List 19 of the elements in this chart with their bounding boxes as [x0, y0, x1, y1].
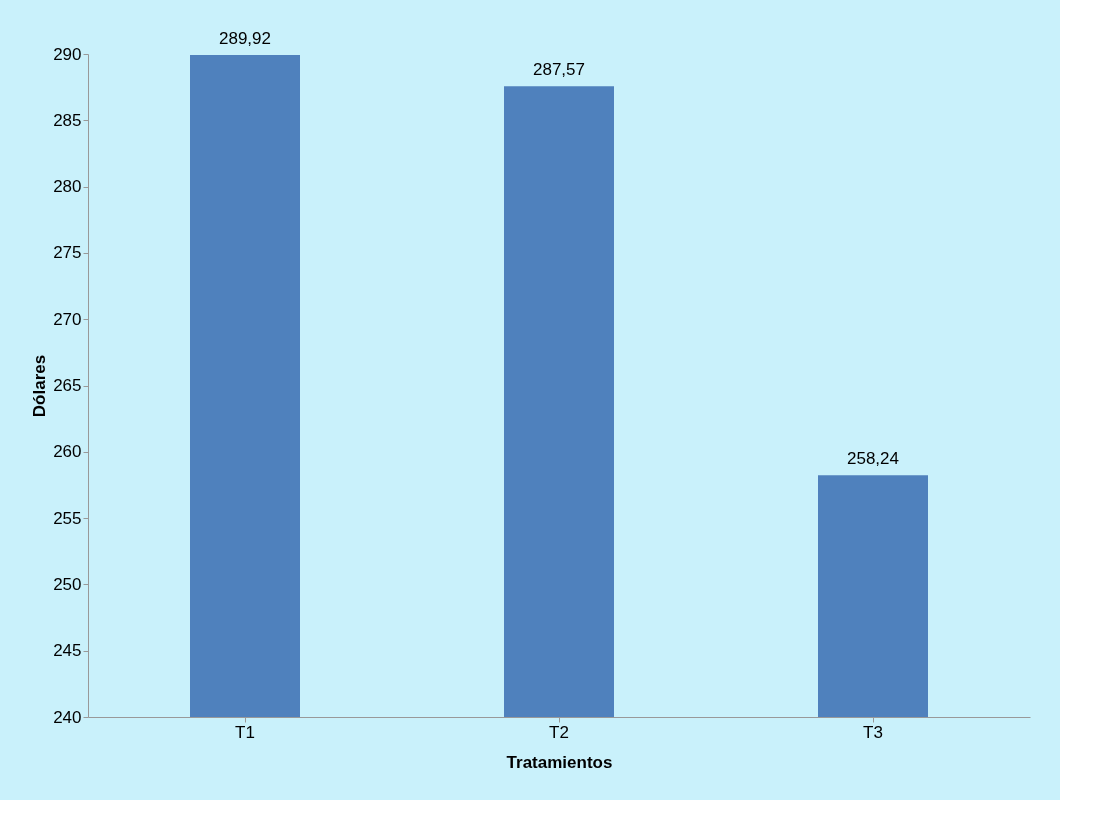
- x-tick-label: T1: [235, 722, 255, 742]
- y-tick-label: 270: [53, 309, 82, 329]
- x-tick-label: T2: [549, 722, 569, 742]
- y-tick-label: 260: [53, 442, 82, 462]
- y-tick-label: 255: [53, 508, 82, 528]
- y-tick-label: 245: [53, 641, 82, 661]
- x-tick-label: T3: [863, 722, 883, 742]
- data-label: 287,57: [533, 60, 585, 80]
- y-tick-label: 290: [53, 44, 82, 64]
- y-tick-label: 265: [53, 376, 82, 395]
- y-tick-label: 275: [53, 243, 82, 263]
- data-label: 289,92: [219, 29, 271, 49]
- x-axis-title: Tratamientos: [506, 752, 613, 772]
- y-tick-label: 280: [53, 177, 82, 197]
- data-label: 258,24: [847, 449, 899, 469]
- y-tick-label: 240: [53, 707, 82, 727]
- y-axis-title: Dólares: [30, 354, 50, 418]
- y-tick-label: 285: [53, 110, 82, 130]
- y-tick-label: 250: [53, 574, 82, 594]
